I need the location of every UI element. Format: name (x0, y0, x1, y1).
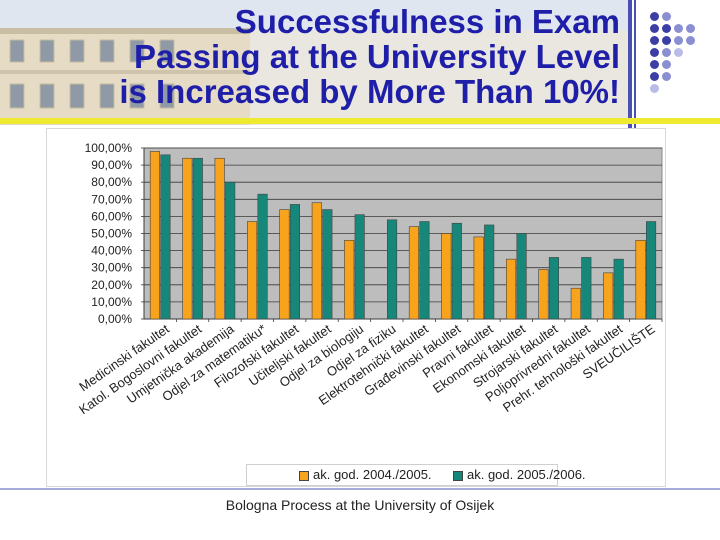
decorative-dot (662, 12, 671, 21)
bar-series-2 (581, 257, 592, 320)
bar-series-1 (506, 258, 517, 320)
chart-legend: ak. god. 2004./2005. ak. god. 2005./2006… (246, 464, 586, 486)
decorative-dot (686, 24, 695, 33)
bar-series-2 (257, 193, 268, 320)
bar-series-1 (247, 221, 258, 320)
legend-label-series-2: ak. god. 2005./2006. (467, 467, 586, 482)
yellow-horizontal-line (0, 118, 720, 124)
bar-series-2 (354, 214, 365, 320)
header-photo-background (0, 0, 632, 125)
y-tick-label: 50,00% (91, 227, 132, 241)
decorative-dot (686, 36, 695, 45)
bar-series-2 (387, 219, 398, 320)
building-illustration (0, 0, 632, 125)
accent-vertical-line-thin (634, 0, 636, 128)
bar-series-2 (192, 157, 203, 320)
bar-chart: 0,00% 10,00% 20,00% 30,00% 40,00% 50,00% 60,00… (46, 128, 666, 487)
decorative-dot (650, 48, 659, 57)
title-line-1: Successfulness in Exam (234, 3, 620, 40)
y-tick-label: 0,00% (98, 312, 132, 326)
decorative-dot (650, 12, 659, 21)
y-tick-label: 20,00% (91, 278, 132, 292)
bar-series-1 (538, 269, 549, 320)
y-tick-label: 80,00% (91, 175, 132, 189)
slide-footer: Bologna Process at the University of Osi… (225, 497, 495, 513)
decorative-dot (674, 24, 683, 33)
y-tick-label: 90,00% (91, 158, 132, 172)
bar-series-2 (484, 224, 495, 320)
decorative-dot (650, 24, 659, 33)
bar-series-1 (182, 157, 193, 320)
decorative-dot (674, 36, 683, 45)
decorative-dot (662, 72, 671, 81)
title-line-2: Passing at the University Level (133, 38, 620, 75)
y-tick-label: 70,00% (91, 192, 132, 206)
bar-series-1 (311, 202, 322, 320)
bar-series-1 (214, 157, 225, 320)
decorative-dot (650, 36, 659, 45)
footer-divider (0, 488, 720, 490)
bar-series-2 (646, 221, 657, 320)
decorative-dot (650, 84, 659, 93)
bar-series-2 (516, 233, 527, 320)
bar-series-1 (570, 287, 581, 320)
bar-series-1 (441, 233, 452, 320)
decorative-dot (650, 72, 659, 81)
legend-label-series-1: ak. god. 2004./2005. (313, 467, 432, 482)
bar-series-2 (160, 154, 171, 320)
y-tick-label: 100,00% (85, 141, 133, 155)
decorative-dot (662, 36, 671, 45)
bar-series-2 (613, 258, 624, 320)
bar-series-1 (344, 240, 355, 320)
chart-canvas: 0,00% 10,00% 20,00% 30,00% 40,00% 50,00% 60,00… (76, 141, 663, 417)
bar-series-2 (548, 257, 559, 320)
legend-swatch-series-1 (299, 471, 309, 481)
decorative-dot (650, 60, 659, 69)
bar-series-2 (451, 222, 462, 320)
bar-series-1 (473, 236, 484, 320)
slide-title: Successfulness in Exam Passing at the Un… (60, 4, 620, 109)
bar-series-1 (603, 272, 614, 320)
y-tick-label: 40,00% (91, 244, 132, 258)
accent-vertical-line (628, 0, 632, 128)
y-tick-label: 30,00% (91, 261, 132, 275)
bar-series-1 (635, 240, 646, 320)
decorative-dot (662, 60, 671, 69)
y-tick-label: 60,00% (91, 209, 132, 223)
bar-series-2 (289, 204, 300, 320)
bar-series-1 (149, 151, 160, 320)
title-line-3: is Increased by More Than 10%! (119, 73, 620, 110)
decorative-dot (662, 48, 671, 57)
bar-series-2 (419, 221, 430, 320)
legend-swatch-series-2 (453, 471, 463, 481)
bar-series-2 (322, 209, 333, 320)
bar-series-1 (279, 209, 290, 320)
bar-series-2 (225, 181, 236, 320)
y-tick-label: 10,00% (91, 295, 132, 309)
decorative-dot (674, 48, 683, 57)
decorative-dot (662, 24, 671, 33)
bar-series-1 (408, 226, 419, 320)
